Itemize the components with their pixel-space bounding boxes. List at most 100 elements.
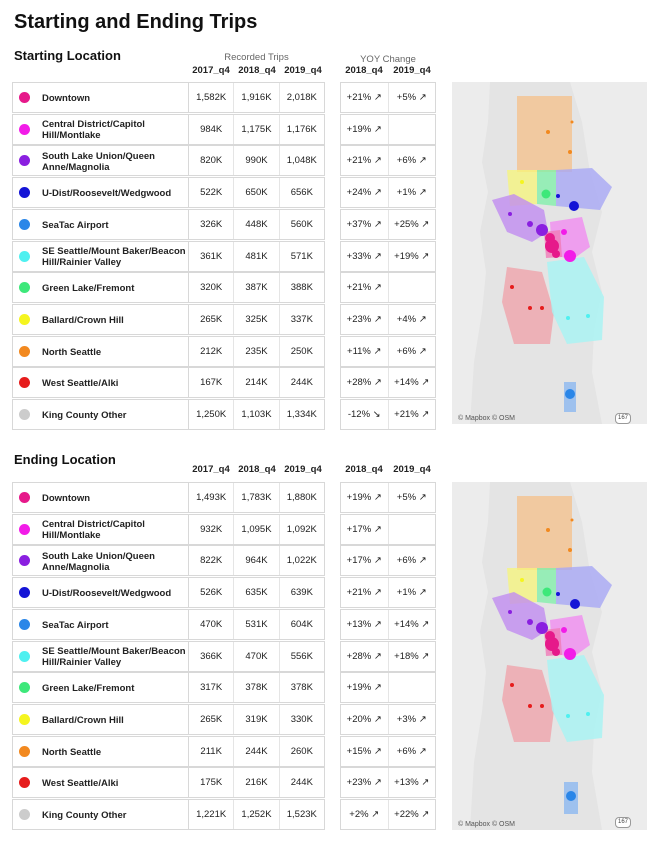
starting-location-section: Starting Location Recorded Trips YOY Cha… — [12, 48, 647, 431]
recorded-trips-cells: 1,582K 1,916K 2,018K — [188, 82, 325, 113]
table-row[interactable]: Ballard/Crown Hill 265K 319K 330K +20% ↗ +3% … — [12, 703, 436, 736]
location-name: Ballard/Crown Hill — [42, 714, 124, 726]
table-row[interactable]: SE Seattle/Mount Baker/Beacon Hill/Raini… — [12, 240, 436, 273]
yoy-cells: +20% ↗ +3% ↗ — [340, 703, 436, 735]
table-row[interactable]: West Seattle/Alki 167K 214K 244K +28% ↗ +14% … — [12, 367, 436, 399]
location-name: King County Other — [42, 810, 127, 821]
table-row[interactable]: SE Seattle/Mount Baker/Beacon Hill/Raini… — [12, 640, 436, 673]
legend-dot-icon — [19, 523, 30, 535]
table-row[interactable]: King County Other 1,250K 1,103K 1,334K -12% … — [12, 399, 436, 431]
location-name: Ballard/Crown Hill — [42, 314, 124, 326]
map-svg — [452, 82, 647, 424]
trip-count: 260K — [290, 745, 313, 757]
page-title: Starting and Ending Trips — [14, 11, 258, 33]
table-row[interactable]: U-Dist/Roosevelt/Wedgwood 522K 650K 656K +24… — [12, 177, 436, 209]
col-header: 2019_q4 — [284, 464, 322, 475]
trip-count: 1,880K — [286, 492, 317, 503]
table-row[interactable]: Central District/Capitol Hill/Montlake 98… — [12, 113, 436, 146]
table-row[interactable]: West Seattle/Alki 175K 216K 244K +23% ↗ +13% … — [12, 767, 436, 799]
table-row[interactable]: Downtown 1,493K 1,783K 1,880K +19% ↗ +5% ↗ — [12, 482, 436, 514]
legend-dot-icon — [19, 587, 30, 599]
trip-count: 1,095K — [234, 514, 280, 544]
table-row[interactable]: Ballard/Crown Hill 265K 325K 337K +23% ↗ +4% … — [12, 303, 436, 336]
trip-count: 330K — [290, 713, 313, 725]
trip-count: 1,493K — [189, 483, 235, 512]
col-header: 2018_q4 — [238, 65, 276, 76]
yoy-cells: +17% ↗ +6% ↗ — [340, 545, 436, 577]
seattle-map[interactable]: 167 © Mapbox © OSM — [452, 482, 647, 830]
trip-count: 167K — [189, 368, 235, 398]
location-name: Downtown — [42, 93, 91, 104]
table-row[interactable]: North Seattle 211K 244K 260K +15% ↗ +6% ↗ — [12, 735, 436, 768]
trip-count: 522K — [189, 178, 235, 208]
yoy-change: +28% ↗ — [341, 368, 389, 398]
table-row[interactable]: South Lake Union/Queen Anne/Magnolia 822K… — [12, 545, 436, 577]
legend-dot-icon — [19, 650, 30, 662]
location-name: Downtown — [42, 493, 91, 504]
table-row[interactable]: SeaTac Airport 326K 448K 560K +37% ↗ +25% ↗ — [12, 208, 436, 241]
yoy-change: +4% ↗ — [396, 313, 427, 325]
table-row[interactable]: King County Other 1,221K 1,252K 1,523K +2% ↗… — [12, 799, 436, 831]
yoy-change: +13% ↗ — [341, 609, 389, 639]
location-name: South Lake Union/Queen Anne/Magnolia — [42, 550, 155, 573]
yoy-cells: +2% ↗ +22% ↗ — [340, 799, 436, 830]
legend-dot-icon — [19, 218, 30, 230]
yoy-change: +21% ↗ — [341, 146, 389, 176]
location-cell: Downtown — [12, 482, 188, 513]
trip-count: 932K — [189, 514, 235, 544]
yoy-change: -12% ↘ — [341, 400, 389, 429]
table-row[interactable]: SeaTac Airport 470K 531K 604K +13% ↗ +14% ↗ — [12, 608, 436, 641]
yoy-change: +2% ↗ — [341, 800, 389, 829]
col-header: 2017_q4 — [192, 464, 230, 475]
location-cell: King County Other — [12, 799, 188, 830]
legend-dot-icon — [19, 745, 30, 757]
trip-count: 378K — [290, 682, 313, 694]
yoy-cells: +19% ↗ +5% ↗ — [340, 482, 436, 513]
yoy-change: +28% ↗ — [341, 641, 389, 671]
trip-count: 1,783K — [234, 483, 280, 512]
location-cell: Ballard/Crown Hill — [12, 703, 188, 735]
trip-count: 481K — [234, 241, 280, 271]
yoy-change: +18% ↗ — [394, 650, 430, 662]
table-row[interactable]: North Seattle 212K 235K 250K +11% ↗ +6% ↗ — [12, 335, 436, 368]
col-header: 2018_q4 — [345, 65, 383, 76]
trip-count: 387K — [234, 273, 280, 303]
location-cell: Ballard/Crown Hill — [12, 303, 188, 335]
table-row[interactable]: Downtown 1,582K 1,916K 2,018K +21% ↗ +5% ↗ — [12, 82, 436, 114]
trip-count: 235K — [234, 336, 280, 366]
yoy-change: +25% ↗ — [394, 218, 430, 230]
trip-count: 244K — [290, 377, 313, 389]
trip-count: 560K — [290, 218, 313, 230]
trip-count: 378K — [234, 673, 280, 703]
table-row[interactable]: South Lake Union/Queen Anne/Magnolia 820K… — [12, 145, 436, 177]
location-cell: Central District/Capitol Hill/Montlake — [12, 113, 188, 145]
trip-count: 1,175K — [234, 114, 280, 144]
table-row[interactable]: Green Lake/Fremont 317K 378K 378K +19% ↗ — [12, 672, 436, 704]
yoy-cells: +24% ↗ +1% ↗ — [340, 177, 436, 209]
legend-dot-icon — [19, 555, 30, 567]
trip-count: 320K — [189, 273, 235, 303]
location-cell: South Lake Union/Queen Anne/Magnolia — [12, 145, 188, 177]
yoy-cells: +28% ↗ +18% ↗ — [340, 640, 436, 672]
location-cell: West Seattle/Alki — [12, 367, 188, 399]
yoy-cells: +19% ↗ — [340, 113, 436, 145]
yoy-change: +19% ↗ — [341, 483, 389, 512]
recorded-trips-cells: 1,493K 1,783K 1,880K — [188, 482, 325, 513]
trip-count: 556K — [290, 650, 313, 662]
location-name: West Seattle/Alki — [42, 378, 119, 390]
table-row[interactable]: Central District/Capitol Hill/Montlake 93… — [12, 513, 436, 546]
yoy-change: +11% ↗ — [341, 336, 389, 366]
map-svg — [452, 482, 647, 830]
trip-count: 635K — [234, 578, 280, 608]
location-cell: U-Dist/Roosevelt/Wedgwood — [12, 577, 188, 609]
trip-count: 984K — [189, 114, 235, 144]
map-points — [508, 518, 590, 801]
table-row[interactable]: U-Dist/Roosevelt/Wedgwood 526K 635K 639K +21… — [12, 577, 436, 609]
legend-dot-icon — [19, 809, 30, 820]
yoy-change: +15% ↗ — [341, 736, 389, 766]
table-row[interactable]: Green Lake/Fremont 320K 387K 388K +21% ↗ — [12, 272, 436, 304]
legend-dot-icon — [19, 409, 30, 420]
map-points — [508, 120, 590, 399]
seattle-map[interactable]: 167 © Mapbox © OSM — [452, 82, 647, 424]
recorded-trips-cells: 820K 990K 1,048K — [188, 145, 325, 177]
